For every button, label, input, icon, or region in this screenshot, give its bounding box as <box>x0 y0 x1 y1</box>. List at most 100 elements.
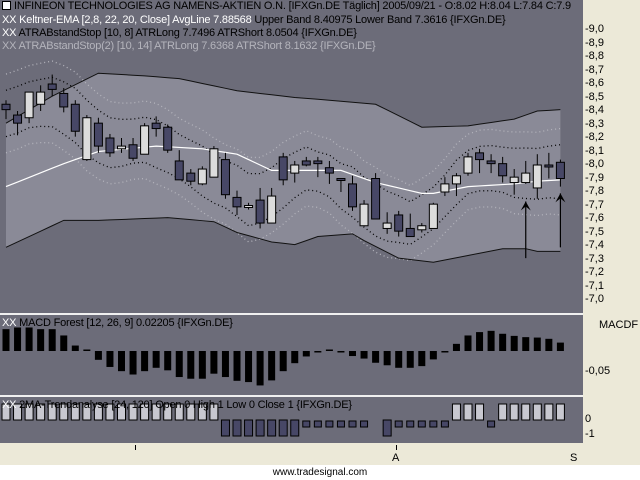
atr-toggle[interactable]: XX <box>2 27 17 39</box>
candle-down <box>371 178 381 220</box>
price-axis-tick: -9,0 <box>585 23 604 35</box>
trend-bar-up <box>555 403 565 421</box>
keltner-legend[interactable]: XX Keltner-EMA [2,8, 22, 20, Close] AvgL… <box>2 14 506 27</box>
candle-up <box>117 145 126 150</box>
atr2-short-line <box>5 60 561 187</box>
trend-bar-up <box>451 403 461 421</box>
macd-bar <box>556 342 564 351</box>
candle-down <box>544 164 554 168</box>
trend-bar-down <box>244 419 254 437</box>
trend-toggle[interactable]: XX <box>2 399 17 411</box>
macd-bar <box>187 351 195 379</box>
candle-down <box>59 92 69 108</box>
price-axis-tick: -8,4 <box>585 104 604 116</box>
keltner-legend-bands: Upper Band 8.40975 Lower Band 7.3616 {IF… <box>251 14 506 26</box>
trend-bar-neutral <box>394 420 403 428</box>
atr2-legend[interactable]: XX ATRABstandStop(2) [10, 14] ATRLong 7.… <box>2 40 376 53</box>
macd-bar <box>395 351 403 368</box>
candle-down <box>151 122 161 130</box>
price-axis[interactable]: MACDF -0,05 0 -1 -9,0 -8,9 -8,8 -8,7 -8,6 -8,… <box>583 0 640 465</box>
candle-up <box>36 91 46 105</box>
keltner-toggle[interactable]: XX <box>2 14 17 26</box>
atr-legend-text: ATRABstandStop [10, 8] ATRLong 7.7496 AT… <box>18 27 357 39</box>
candle-down <box>47 83 57 90</box>
candle-up <box>244 205 254 208</box>
footer-url[interactable]: www.tradesignal.com <box>272 467 368 478</box>
macd-bar <box>37 329 45 351</box>
trend-bar-down <box>232 419 242 437</box>
trend-legend[interactable]: XX 2MA-Trendanalyse [24, 120] Open 0 Hig… <box>2 399 352 412</box>
trend-bar-down <box>255 419 265 437</box>
price-legend: INFINEON TECHNOLOGIES AG NAMENS-AKTIEN O… <box>2 0 571 13</box>
macd-axis-title: MACDF <box>599 319 639 331</box>
candle-down <box>128 144 138 159</box>
macd-bar <box>337 351 345 353</box>
trend-bar-up <box>509 403 519 421</box>
macd-bar <box>418 351 426 367</box>
atr-long-line <box>5 125 561 246</box>
price-axis-tick: -7,4 <box>585 239 604 251</box>
trend-bar-up <box>36 403 46 421</box>
trend-bar-neutral <box>336 420 345 428</box>
macd-toggle[interactable]: XX <box>2 317 17 329</box>
candle-down <box>324 167 334 174</box>
candle-down <box>475 152 485 161</box>
macd-legend[interactable]: XX MACD Forest [12, 26, 9] 0.02205 {IFXG… <box>2 317 233 330</box>
arrow-up-icon <box>520 201 531 211</box>
time-tick <box>135 445 136 450</box>
macd-bar <box>533 337 541 351</box>
candle-down <box>232 196 242 208</box>
trend-bar-up <box>498 403 508 421</box>
keltner-legend-main: Keltner-EMA [2,8, 22, 20, Close] AvgLine… <box>19 14 252 26</box>
trend-bar-up <box>1 403 11 421</box>
macd-bar <box>118 351 125 372</box>
price-axis-tick: -8,8 <box>585 50 604 62</box>
time-axis[interactable]: A S <box>0 443 640 465</box>
candle-up <box>267 195 277 224</box>
diamond-marker-icon <box>2 1 11 10</box>
trend-bar-down <box>220 419 230 437</box>
trend-bar-up <box>117 403 126 421</box>
candle-down <box>278 156 288 181</box>
trend-bar-neutral <box>325 420 334 428</box>
trend-bar-up <box>174 403 184 421</box>
macd-bar <box>383 351 391 366</box>
macd-bar <box>14 327 22 351</box>
time-label-s: S <box>570 452 578 464</box>
trend-bar-down <box>278 419 288 437</box>
price-axis-tick: -7,1 <box>585 279 604 292</box>
atr2-toggle[interactable]: XX <box>2 40 17 52</box>
chart-area[interactable]: INFINEON TECHNOLOGIES AG NAMENS-AKTIEN O… <box>0 0 583 443</box>
trend-bar-up <box>475 403 485 421</box>
keltner-upper-line <box>5 72 561 128</box>
candle-down <box>498 163 508 177</box>
atr-legend[interactable]: XX ATRABstandStop [10, 8] ATRLong 7.7496… <box>2 27 357 40</box>
trend-axis-tick-0: 0 <box>585 413 592 425</box>
macd-bar <box>94 351 102 360</box>
price-axis-tick: -7,5 <box>585 225 604 238</box>
trend-bar-up <box>463 403 473 421</box>
trend-bar-up <box>82 403 92 421</box>
macd-bar <box>360 351 368 359</box>
candle-down <box>313 160 323 165</box>
candle-up <box>140 125 150 155</box>
macd-bar <box>279 351 287 372</box>
macd-bar <box>452 343 460 351</box>
macd-bar <box>83 349 91 351</box>
candle-down <box>163 126 173 151</box>
macd-bar <box>233 351 241 381</box>
trend-bar-up <box>24 403 34 421</box>
macd-bar <box>487 330 495 351</box>
pane-separator <box>0 395 583 397</box>
price-axis-tick: -7,8 <box>585 185 604 197</box>
pane-separator <box>0 313 583 315</box>
price-axis-tick: -7,6 <box>585 212 604 224</box>
trend-bar-neutral <box>360 420 369 428</box>
candle-down <box>220 159 230 196</box>
candle-down <box>105 137 115 154</box>
trend-bar-neutral <box>417 420 426 428</box>
macd-bar <box>429 351 437 360</box>
chart-canvas[interactable] <box>0 0 583 443</box>
trend-bar-neutral <box>302 420 311 428</box>
trend-bar-down <box>290 419 300 437</box>
